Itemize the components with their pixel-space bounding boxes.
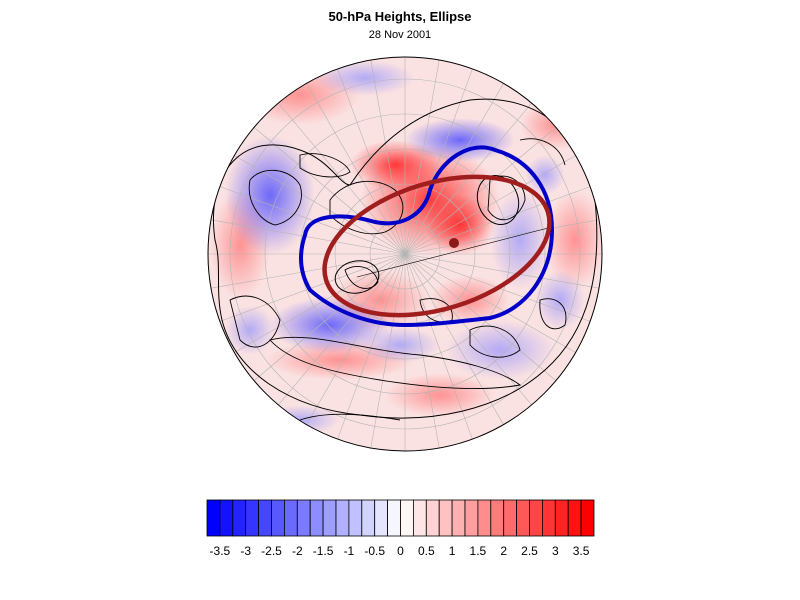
meridian-line (404, 185, 594, 255)
colorbar-box (296, 499, 311, 537)
colorbar-box (361, 499, 376, 537)
map-date: 28 Nov 2001 (368, 29, 432, 41)
colorbar-box (232, 499, 247, 537)
ellipse-center-marker (449, 238, 459, 248)
colorbar-tick-label: -3.5 (210, 544, 231, 558)
colorbar-box (387, 499, 401, 537)
coastlines (229, 138, 567, 421)
meridian-line (369, 253, 406, 451)
colorbar-box (542, 499, 556, 537)
colorbar-box (529, 499, 543, 537)
ellipse-axis-line (356, 227, 549, 278)
colorbar-box (258, 499, 272, 537)
map-title: 50-hPa Heights, Ellipse (328, 9, 472, 24)
colorbar-tick-label: 3 (552, 544, 559, 558)
colorbar-box (348, 499, 363, 537)
colorbar-box (477, 499, 492, 537)
meridian-line (404, 218, 602, 255)
colorbar-box (206, 499, 221, 537)
colorbar-box (451, 499, 466, 537)
colorbar-tick-label: -3 (240, 544, 251, 558)
meridian-line (404, 253, 534, 408)
meridian-line (208, 253, 406, 290)
colorbar-box (400, 499, 414, 537)
colorbar-box (516, 499, 530, 537)
colorbar-tick-label: 0 (397, 544, 404, 558)
colorbar-box (245, 499, 259, 537)
meridian-line (404, 253, 441, 451)
colorbar-tick-label: -1.5 (313, 544, 334, 558)
meridian-line (404, 253, 579, 355)
colorbar-box (374, 499, 389, 537)
map-border (207, 56, 603, 452)
meridian-line (251, 253, 406, 383)
colorbar-box (412, 499, 427, 537)
vortex-core-contour (334, 260, 380, 294)
meridian-line (404, 80, 506, 255)
colorbar-labels: -3.5 -3 -2.5 -2 -1.5 -1 -0.5 0 0.5 1 1.5 2 2.5 3 3.5 (210, 544, 590, 558)
colorbar-tick-label: 1.5 (470, 544, 487, 558)
colorbar-box (335, 499, 350, 537)
meridian-line (404, 153, 579, 255)
vortex-edge-contour (299, 145, 555, 328)
meridian-line (404, 253, 602, 290)
meridian-line (216, 185, 406, 255)
colorbar-box (490, 499, 505, 537)
colorbar-box (322, 499, 337, 537)
colorbar-tick-label: -0.5 (364, 544, 385, 558)
colorbar-boxes (206, 499, 595, 537)
meridian-line (404, 125, 559, 255)
meridian-line (276, 253, 406, 408)
colorbar-box (567, 499, 582, 537)
colorbar-tick-label: -1 (344, 544, 355, 558)
meridian-line (404, 253, 506, 428)
colorbar-box (438, 499, 453, 537)
colorbar-tick-label: 0.5 (418, 544, 435, 558)
graticule (208, 57, 602, 451)
meridian-line (304, 253, 406, 428)
colorbar-tick-label: -2 (292, 544, 303, 558)
colorbar-tick-label: 1 (449, 544, 456, 558)
colorbar-box (271, 499, 285, 537)
colorbar-tick-label: 2 (500, 544, 507, 558)
colorbar-tick-label: -2.5 (261, 544, 282, 558)
meridian-line (404, 57, 441, 255)
colorbar-tick-label: 2.5 (521, 544, 538, 558)
colorbar-box (554, 499, 569, 537)
colorbar-box (503, 499, 518, 537)
meridian-line (251, 125, 406, 255)
meridian-line (404, 65, 474, 255)
fitted-ellipse (322, 174, 552, 318)
meridian-line (231, 153, 406, 255)
colorbar-box (219, 499, 234, 537)
colorbar-box (283, 499, 298, 537)
colorbar-box (580, 499, 595, 537)
meridian-line (404, 253, 474, 443)
meridian-line (276, 100, 406, 255)
colorbar-tick-label: 3.5 (573, 544, 590, 558)
colorbar-box (425, 499, 440, 537)
colorbar-box (464, 499, 479, 537)
meridian-line (231, 253, 406, 355)
colorbar-box (309, 499, 324, 537)
